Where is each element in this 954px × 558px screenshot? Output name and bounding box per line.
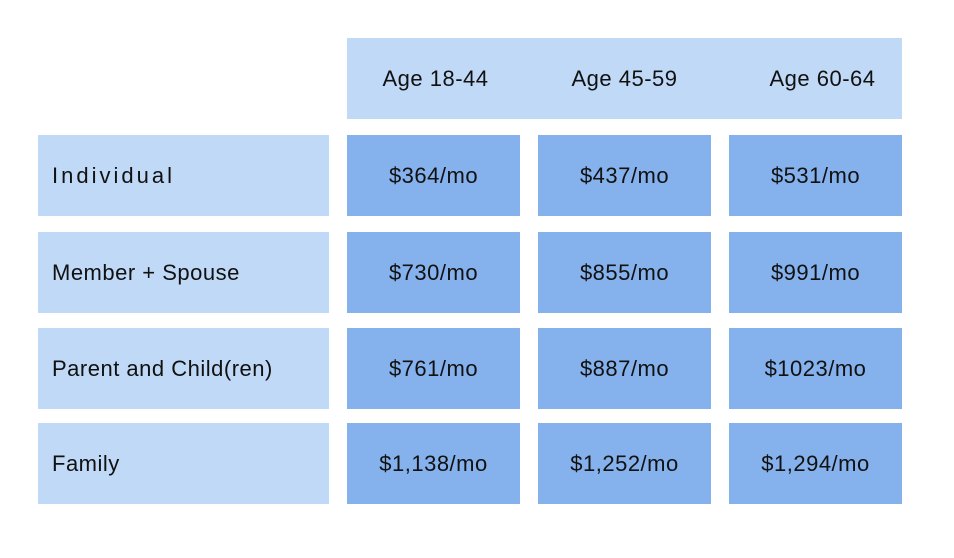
- price-cell: $761/mo: [347, 328, 520, 409]
- price-cell: $991/mo: [729, 232, 902, 313]
- price-cell: $887/mo: [538, 328, 711, 409]
- row-label: Parent and Child(ren): [38, 328, 329, 409]
- price-cell: $437/mo: [538, 135, 711, 216]
- column-header: Age 18-44: [382, 65, 489, 91]
- price-cell: $1,252/mo: [538, 423, 711, 504]
- header-bar: [347, 38, 902, 119]
- price-cell: $1,138/mo: [347, 423, 520, 504]
- price-cell: $1023/mo: [729, 328, 902, 409]
- price-cell: $855/mo: [538, 232, 711, 313]
- price-cell: $730/mo: [347, 232, 520, 313]
- column-header: Age 60-64: [769, 65, 876, 91]
- row-label: Individual: [38, 135, 329, 216]
- row-label: Family: [38, 423, 329, 504]
- column-header: Age 45-59: [571, 65, 678, 91]
- price-cell: $531/mo: [729, 135, 902, 216]
- price-cell: $364/mo: [347, 135, 520, 216]
- row-label: Member + Spouse: [38, 232, 329, 313]
- price-cell: $1,294/mo: [729, 423, 902, 504]
